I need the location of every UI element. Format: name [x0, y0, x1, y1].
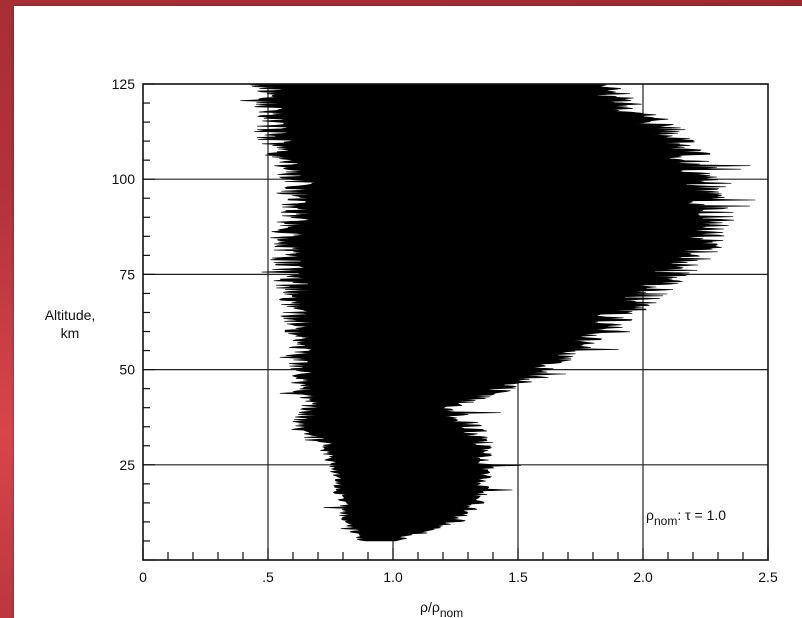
- x-tick-label: 0: [139, 569, 147, 585]
- x-tick-label: .5: [262, 569, 274, 585]
- y-axis-title-line1: Altitude,: [45, 307, 96, 323]
- data-layer: [240, 83, 756, 542]
- density-envelope-area: [240, 83, 756, 542]
- axes: [142, 83, 769, 561]
- y-tick-label: 50: [119, 362, 135, 378]
- plot-frame: [142, 83, 769, 561]
- x-tick-label: 1.5: [508, 569, 528, 585]
- tick-labels: 0 .5 1.0 1.5 2.0 2.5 25 50 75 100 125: [112, 76, 778, 585]
- x-axis-title: ρ/ρnom: [420, 599, 463, 618]
- y-tick-label: 100: [112, 171, 136, 187]
- x-tick-label: 2.5: [758, 569, 778, 585]
- annotation-rho-nom-tau: ρnom: τ = 1.0: [646, 507, 726, 528]
- annotation-main: ρ: [646, 507, 654, 523]
- x-tick-label: 2.0: [633, 569, 653, 585]
- y-tick-label: 25: [119, 457, 135, 473]
- y-axis-title-line2: km: [61, 325, 80, 341]
- x-tick-label: 1.0: [383, 569, 403, 585]
- x-axis-title-sub: nom: [440, 606, 463, 618]
- annotation-sub: nom: [654, 514, 677, 528]
- annotation-rest: : τ = 1.0: [677, 507, 726, 523]
- x-axis-title-main: ρ/ρ: [420, 599, 440, 615]
- y-tick-label: 75: [119, 266, 135, 282]
- y-tick-label: 125: [112, 76, 136, 92]
